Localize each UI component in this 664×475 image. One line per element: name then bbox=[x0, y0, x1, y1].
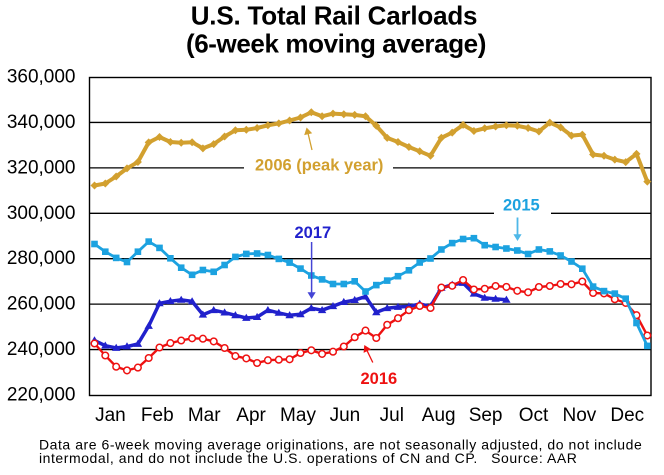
svg-text:intermodal, and do not include: intermodal, and do not include the U.S. … bbox=[39, 450, 577, 466]
svg-text:Jul: Jul bbox=[380, 405, 404, 426]
svg-text:2017: 2017 bbox=[295, 224, 332, 242]
svg-text:220,000: 220,000 bbox=[7, 385, 76, 406]
svg-text:360,000: 360,000 bbox=[7, 67, 76, 88]
svg-text:300,000: 300,000 bbox=[7, 203, 76, 224]
svg-text:320,000: 320,000 bbox=[7, 157, 76, 178]
svg-text:May: May bbox=[280, 405, 316, 426]
svg-text:Dec: Dec bbox=[610, 405, 644, 426]
svg-text:260,000: 260,000 bbox=[7, 294, 76, 315]
svg-text:Feb: Feb bbox=[141, 405, 174, 426]
svg-text:2015: 2015 bbox=[503, 197, 540, 215]
svg-text:Data are 6-week moving average: Data are 6-week moving average originati… bbox=[39, 437, 642, 453]
svg-text:Aug: Aug bbox=[422, 405, 456, 426]
svg-text:2006 (peak year): 2006 (peak year) bbox=[255, 157, 383, 175]
svg-text:Nov: Nov bbox=[563, 405, 597, 426]
svg-text:340,000: 340,000 bbox=[7, 112, 76, 133]
svg-text:240,000: 240,000 bbox=[7, 339, 76, 360]
svg-text:(6-week moving average): (6-week moving average) bbox=[186, 29, 486, 59]
svg-text:Jun: Jun bbox=[330, 405, 361, 426]
svg-text:Mar: Mar bbox=[188, 405, 221, 426]
svg-text:280,000: 280,000 bbox=[7, 248, 76, 269]
svg-text:U.S. Total Rail Carloads: U.S. Total Rail Carloads bbox=[191, 1, 478, 31]
svg-text:Apr: Apr bbox=[236, 405, 266, 426]
svg-text:Oct: Oct bbox=[519, 405, 549, 426]
svg-text:Jan: Jan bbox=[95, 405, 126, 426]
svg-text:Sep: Sep bbox=[469, 405, 503, 426]
svg-text:2016: 2016 bbox=[361, 370, 398, 388]
